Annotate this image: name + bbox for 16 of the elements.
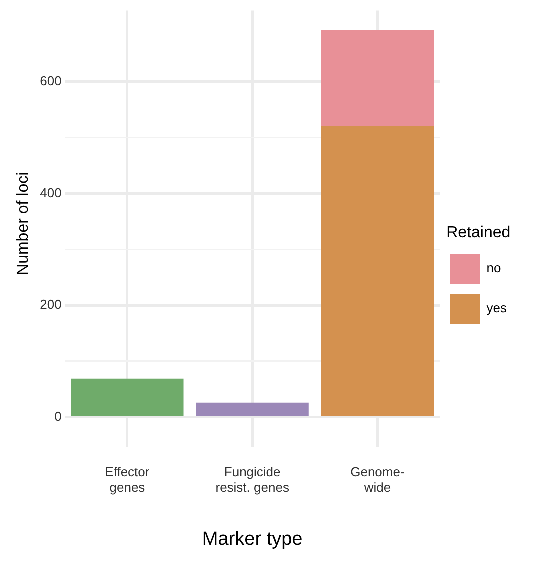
bar xyxy=(321,30,434,126)
bar xyxy=(196,402,309,416)
bar xyxy=(321,126,434,416)
x-tick-label: Effector genes xyxy=(105,464,150,495)
x-tick-label: Genome- wide xyxy=(350,464,405,495)
bar xyxy=(71,378,184,416)
y-tick-label: 0 xyxy=(54,409,62,424)
x-tick-label: Fungicide resist. genes xyxy=(216,464,290,495)
legend-label: yes xyxy=(486,300,508,316)
y-tick-label: 600 xyxy=(40,73,62,88)
y-tick-label: 400 xyxy=(40,185,62,200)
y-axis-title: Number of loci xyxy=(15,172,32,276)
y-tick-label: 200 xyxy=(40,297,62,312)
x-axis-title: Marker type xyxy=(202,528,303,550)
legend-title: Retained xyxy=(446,224,511,242)
legend-label: no xyxy=(486,260,502,276)
